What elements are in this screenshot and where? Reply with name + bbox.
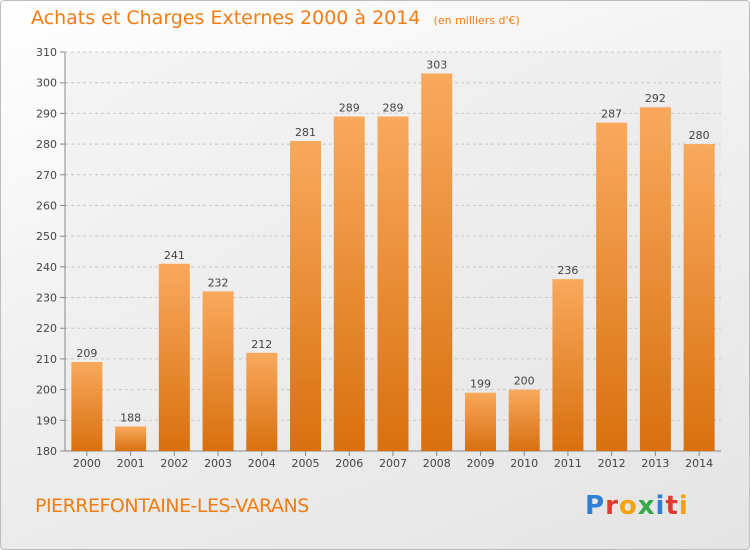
x-tick-label: 2011 [554, 457, 582, 470]
data-label: 199 [470, 378, 491, 391]
bar [639, 107, 671, 451]
data-label: 280 [689, 129, 710, 142]
y-tick-label: 180 [36, 445, 57, 458]
data-label: 236 [557, 264, 578, 277]
x-tick-label: 2014 [685, 457, 713, 470]
y-tick-label: 210 [36, 353, 57, 366]
x-tick-label: 2002 [160, 457, 188, 470]
data-label: 241 [164, 249, 185, 262]
bar [158, 263, 190, 451]
bar [421, 73, 453, 451]
x-tick-label: 2006 [335, 457, 363, 470]
data-label: 287 [601, 108, 622, 121]
bar [683, 144, 715, 452]
data-label: 212 [251, 338, 272, 351]
bar [464, 392, 496, 451]
x-tick-label: 2009 [466, 457, 494, 470]
logo-letter: r [605, 491, 619, 521]
proxiti-logo: Proxiti [585, 491, 689, 521]
logo-letter: i [655, 491, 666, 521]
x-tick-label: 2005 [292, 457, 320, 470]
bar [552, 279, 584, 451]
y-tick-label: 200 [36, 384, 57, 397]
data-label: 303 [426, 58, 447, 71]
x-tick-label: 2008 [423, 457, 451, 470]
x-tick-label: 2000 [73, 457, 101, 470]
data-label: 200 [514, 375, 535, 388]
chart-subtitle: (en milliers d'€) [433, 14, 520, 27]
y-tick-label: 290 [36, 107, 57, 120]
x-tick-label: 2003 [204, 457, 232, 470]
chart-title: Achats et Charges Externes 2000 à 2014 [31, 7, 421, 29]
bar [333, 116, 365, 451]
y-tick-label: 260 [36, 199, 57, 212]
y-tick-label: 240 [36, 261, 57, 274]
bar [290, 141, 322, 451]
data-label: 289 [339, 101, 360, 114]
bar [377, 116, 409, 451]
y-tick-label: 230 [36, 292, 57, 305]
data-label: 188 [120, 411, 141, 424]
data-label: 232 [208, 276, 229, 289]
logo-letter: o [618, 491, 638, 521]
y-tick-label: 250 [36, 230, 57, 243]
data-label: 292 [645, 92, 666, 105]
bar [246, 352, 278, 451]
chart-header: Achats et Charges Externes 2000 à 2014 (… [31, 7, 520, 29]
x-tick-label: 2004 [248, 457, 276, 470]
y-tick-label: 300 [36, 77, 57, 90]
y-tick-label: 270 [36, 169, 57, 182]
bar [596, 122, 628, 451]
bar [508, 389, 540, 451]
data-label: 209 [76, 347, 97, 360]
location-name: PIERREFONTAINE-LES-VARANS [35, 495, 309, 517]
y-tick-label: 310 [36, 46, 57, 59]
y-tick-label: 190 [36, 414, 57, 427]
x-tick-label: 2010 [510, 457, 538, 470]
logo-letter: i [678, 491, 689, 521]
x-tick-label: 2001 [117, 457, 145, 470]
y-tick-label: 280 [36, 138, 57, 151]
logo-letter: t [665, 491, 679, 521]
x-tick-label: 2007 [379, 457, 407, 470]
y-tick-label: 220 [36, 322, 57, 335]
bar [202, 291, 234, 451]
bar [115, 426, 147, 451]
data-label: 281 [295, 126, 316, 139]
data-label: 289 [383, 101, 404, 114]
x-tick-label: 2013 [641, 457, 669, 470]
bar [71, 361, 103, 451]
logo-letter: P [585, 491, 606, 521]
logo-letter: x [637, 491, 656, 521]
x-tick-label: 2012 [598, 457, 626, 470]
